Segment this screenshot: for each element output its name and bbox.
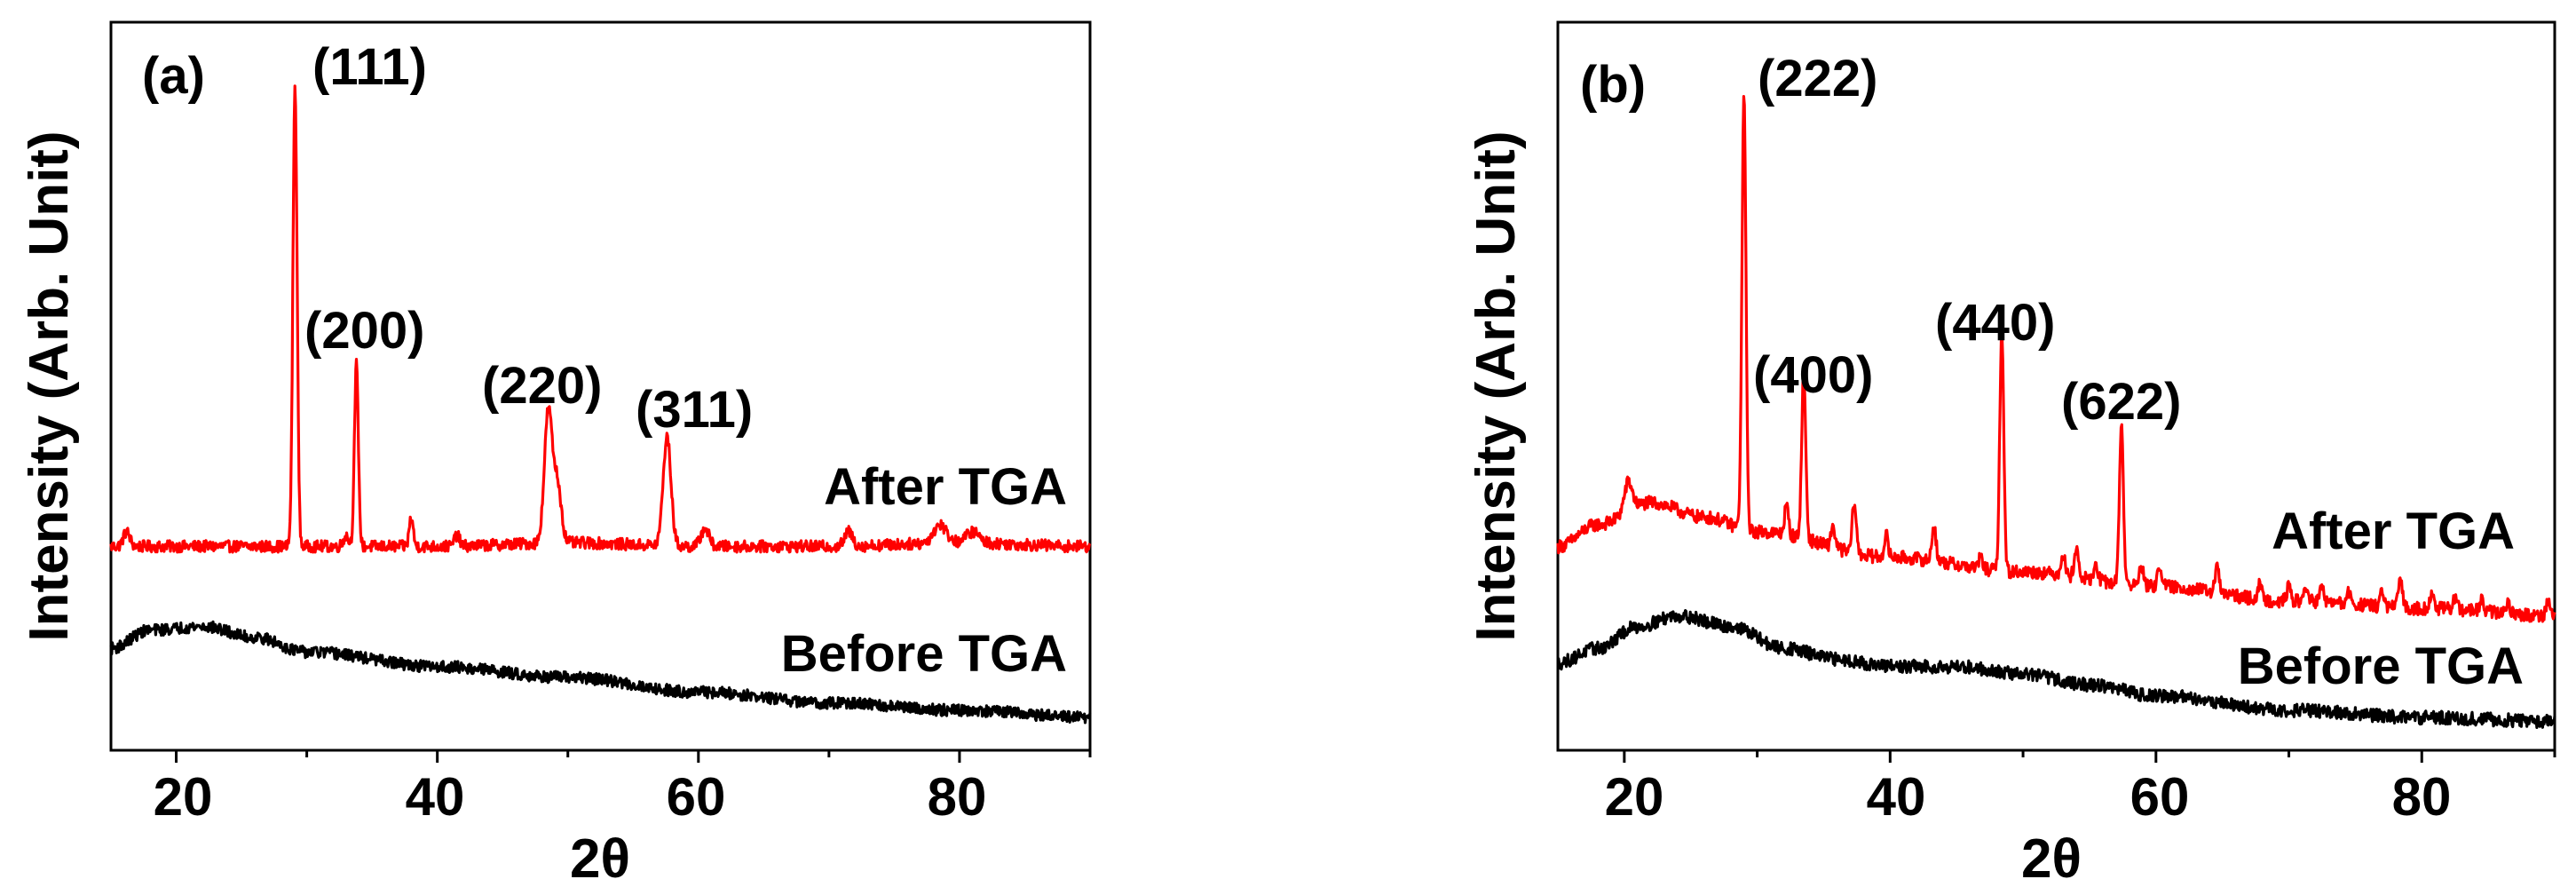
peak-label-400: (400) <box>1753 346 1873 404</box>
panel-a: 20 40 60 80 2θ Intensity (Arb. Unit) (a)… <box>19 20 1092 890</box>
x-tick-label: 40 <box>406 767 465 827</box>
plot-frame <box>109 20 1092 752</box>
x-tick-label: 60 <box>667 767 726 827</box>
x-tick-label: 40 <box>1867 767 1926 827</box>
peak-label-222: (222) <box>1758 50 1877 107</box>
peak-label-440: (440) <box>1935 294 2055 352</box>
x-tick-label: 80 <box>928 767 987 827</box>
series-line-after-tga <box>1556 95 2556 623</box>
peak-label-111: (111) <box>312 38 427 96</box>
peak-label-311: (311) <box>636 381 753 439</box>
x-tick-label: 20 <box>1605 767 1664 827</box>
x-tick-label: 80 <box>2392 767 2452 827</box>
series-line-after-tga <box>109 84 1092 554</box>
y-axis-title: Intensity (Arb. Unit) <box>19 131 80 641</box>
peak-label-622: (622) <box>2061 373 2181 431</box>
y-axis-title: Intensity (Arb. Unit) <box>1466 131 1527 641</box>
series-layer <box>1556 95 2556 729</box>
x-ticks <box>1623 750 2556 763</box>
x-ticks <box>175 750 1092 763</box>
x-axis-title: 2θ <box>570 828 630 890</box>
series-layer <box>109 84 1092 725</box>
trace-label-after: After TGA <box>824 458 1067 516</box>
trace-label-after: After TGA <box>2272 503 2515 560</box>
panel-label: (b) <box>1580 56 1646 114</box>
x-axis-title: 2θ <box>2021 828 2082 890</box>
panel-b: 20 40 60 80 2θ Intensity (Arb. Unit) (b)… <box>1466 20 2556 890</box>
trace-label-before: Before TGA <box>781 625 1067 683</box>
series-line-before-tga <box>1556 609 2556 729</box>
series-line-before-tga <box>109 620 1092 725</box>
x-tick-label: 60 <box>2130 767 2190 827</box>
trace-label-before: Before TGA <box>2238 638 2524 695</box>
panel-label: (a) <box>142 47 205 105</box>
peak-label-220: (220) <box>482 357 602 415</box>
peak-label-200: (200) <box>304 302 424 360</box>
plot-frame <box>1556 20 2556 752</box>
x-tick-label: 20 <box>154 767 213 827</box>
